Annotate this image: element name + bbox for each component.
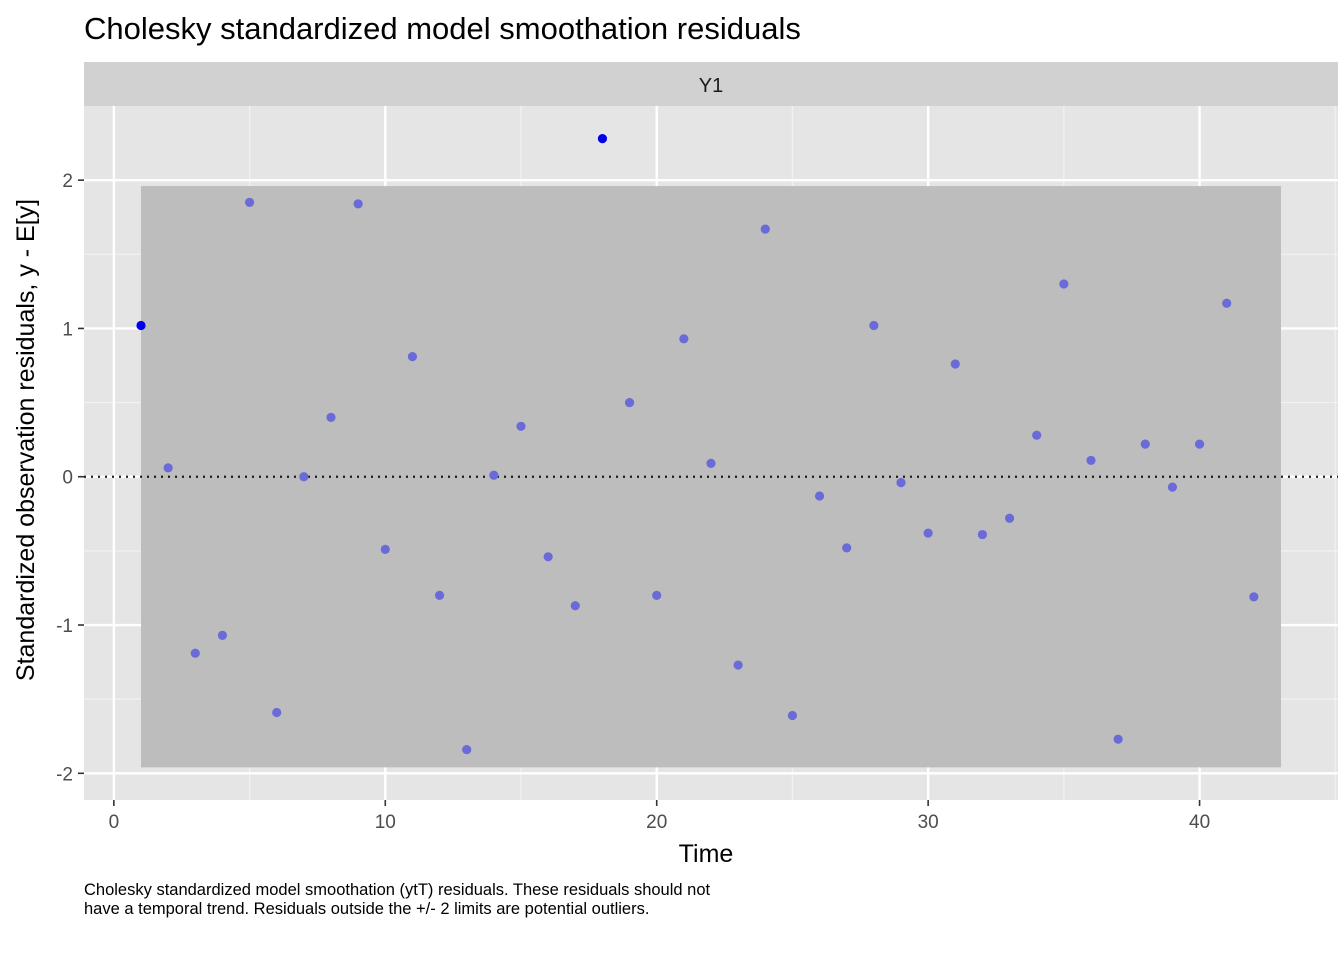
data-point (407, 352, 418, 362)
data-point (1140, 439, 1150, 449)
data-point (624, 397, 635, 408)
data-point (787, 710, 798, 721)
data-point (570, 601, 580, 611)
x-axis-title: Time (679, 840, 734, 868)
data-point (652, 590, 662, 600)
y-tick-labels: -2 -1 0 1 2 (56, 171, 73, 785)
data-point (299, 472, 309, 482)
data-point (869, 320, 879, 331)
highlighted-point (136, 320, 146, 331)
data-point (1086, 455, 1096, 466)
y-tick-label: 2 (62, 171, 73, 192)
data-point (489, 470, 499, 480)
axis-ticks (78, 179, 1201, 806)
y-tick-label: -2 (56, 764, 73, 785)
y-tick-label: 0 (62, 468, 73, 489)
data-point (434, 590, 445, 600)
x-tick-label: 10 (375, 812, 396, 833)
data-point (1194, 439, 1205, 449)
data-point (516, 421, 526, 431)
data-point (814, 491, 825, 501)
data-point (353, 199, 363, 209)
data-point (190, 648, 200, 658)
data-point (543, 552, 553, 562)
data-point (272, 707, 282, 718)
chart-caption: Cholesky standardized model smoothation … (84, 881, 711, 918)
x-tick-label: 20 (646, 812, 667, 833)
x-tick-labels: 0 10 20 30 40 (109, 812, 1211, 833)
y-tick-label: 1 (62, 319, 73, 340)
data-point (679, 334, 689, 344)
y-axis-title: Standardized observation residuals, y - … (12, 199, 40, 681)
data-point (462, 744, 472, 755)
limit-band (141, 186, 1281, 768)
data-point (244, 197, 255, 207)
data-points (136, 134, 1259, 755)
data-point (896, 478, 906, 488)
x-tick-label: 0 (109, 812, 120, 833)
data-point (1113, 734, 1123, 744)
data-point (733, 660, 743, 670)
y-tick-label: -1 (56, 616, 73, 637)
data-point (1167, 482, 1178, 492)
data-point (1249, 592, 1259, 602)
data-point (380, 544, 390, 554)
data-point (950, 359, 960, 369)
data-point (326, 412, 336, 423)
x-tick-label: 40 (1189, 812, 1210, 833)
data-point (163, 463, 173, 473)
x-tick-label: 30 (918, 812, 939, 833)
highlighted-point (597, 134, 608, 144)
data-point (217, 630, 228, 640)
data-point (706, 458, 716, 468)
data-point (1222, 298, 1232, 308)
data-point (1004, 513, 1015, 523)
data-point (923, 528, 933, 538)
data-point (977, 529, 988, 540)
data-point (842, 543, 852, 553)
data-point (760, 224, 770, 234)
facet-label: Y1 (699, 75, 723, 97)
data-point (1032, 430, 1042, 440)
data-point (1059, 279, 1069, 289)
chart-title: Cholesky standardized model smoothation … (84, 11, 801, 46)
facet-strip (84, 62, 1338, 106)
